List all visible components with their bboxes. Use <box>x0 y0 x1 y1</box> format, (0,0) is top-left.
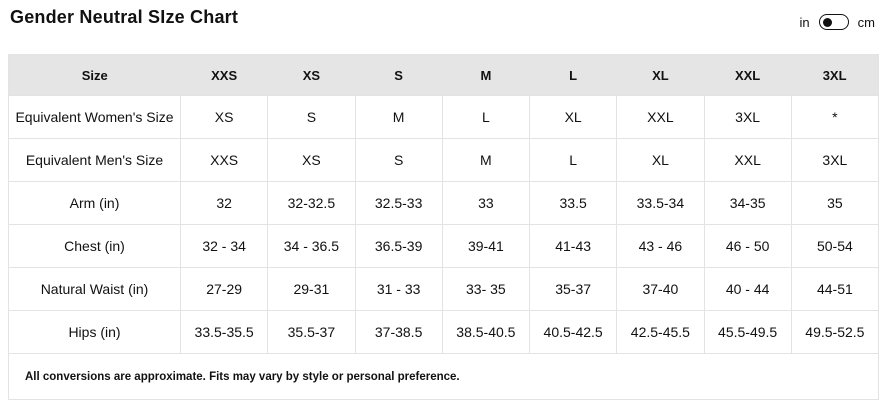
table-row: Arm (in) 32 32-32.5 32.5-33 33 33.5 33.5… <box>8 181 880 225</box>
table-row: Equivalent Women's Size XS S M L XL XXL … <box>8 95 880 139</box>
table-cell: XXL <box>703 138 792 182</box>
table-cell: 37-38.5 <box>354 310 443 354</box>
size-chart-table: Size XXS XS S M L XL XXL 3XL Equivalent … <box>8 54 880 400</box>
table-cell: M <box>354 95 443 139</box>
table-cell: 32 - 34 <box>179 224 269 268</box>
table-cell: 3XL <box>790 138 880 182</box>
table-cell: 36.5-39 <box>354 224 443 268</box>
table-cell: 46 - 50 <box>703 224 792 268</box>
header-xl: XL <box>616 54 704 96</box>
table-cell: 33.5-35.5 <box>179 310 269 354</box>
top-bar: Gender Neutral SIze Chart in cm <box>0 0 887 30</box>
table-cell: L <box>528 138 618 182</box>
page-title: Gender Neutral SIze Chart <box>10 7 239 27</box>
unit-label-in: in <box>799 14 810 30</box>
row-label: Equivalent Women's Size <box>8 95 181 139</box>
table-cell: 44-51 <box>790 267 880 311</box>
header-xxs: XXS <box>180 54 268 96</box>
row-label: Natural Waist (in) <box>8 267 181 311</box>
unit-toggle-switch[interactable] <box>818 14 849 30</box>
table-cell: 29-31 <box>267 267 356 311</box>
table-cell: 49.5-52.5 <box>790 310 880 354</box>
row-label: Hips (in) <box>8 310 181 354</box>
header-xxl: XXL <box>704 54 792 96</box>
row-label: Equivalent Men's Size <box>8 138 181 182</box>
table-cell: XL <box>528 95 618 139</box>
table-cell: 33 <box>441 181 531 225</box>
table-cell: 34-35 <box>703 181 792 225</box>
table-cell: 34 - 36.5 <box>267 224 356 268</box>
table-cell: XS <box>267 138 356 182</box>
table-cell: 35-37 <box>528 267 618 311</box>
table-cell: XL <box>616 138 705 182</box>
table-header: Size XXS XS S M L XL XXL 3XL <box>8 54 879 96</box>
table-cell: 35 <box>790 181 880 225</box>
header-row: Size XXS XS S M L XL XXL 3XL <box>8 54 879 96</box>
table-cell: S <box>354 138 443 182</box>
footnote: All conversions are approximate. Fits ma… <box>8 353 879 400</box>
table-cell: XXL <box>616 95 705 139</box>
table-cell: 3XL <box>703 95 792 139</box>
header-xs: XS <box>267 54 355 96</box>
table-cell: 32-32.5 <box>267 181 356 225</box>
table-cell: 32 <box>179 181 269 225</box>
table-cell: M <box>441 138 531 182</box>
table-cell: 50-54 <box>790 224 880 268</box>
header-size: Size <box>8 54 181 96</box>
table-cell: L <box>441 95 531 139</box>
header-m: M <box>442 54 530 96</box>
table-cell: 40 - 44 <box>703 267 792 311</box>
table-cell: 40.5-42.5 <box>528 310 618 354</box>
table-cell: 38.5-40.5 <box>441 310 531 354</box>
unit-toggle: in cm <box>800 14 875 30</box>
table-cell: 43 - 46 <box>616 224 705 268</box>
table-cell: 37-40 <box>616 267 705 311</box>
table-cell: 33.5 <box>528 181 618 225</box>
table-cell: 42.5-45.5 <box>616 310 705 354</box>
table-cell: XXS <box>179 138 269 182</box>
table-cell: 33- 35 <box>441 267 531 311</box>
footnote-row: All conversions are approximate. Fits ma… <box>8 353 879 400</box>
table-cell: 39-41 <box>441 224 531 268</box>
table-cell: 27-29 <box>179 267 269 311</box>
table-cell: 31 - 33 <box>354 267 443 311</box>
table-row: Chest (in) 32 - 34 34 - 36.5 36.5-39 39-… <box>8 224 880 268</box>
table-body: Equivalent Women's Size XS S M L XL XXL … <box>8 95 880 400</box>
table-cell: 33.5-34 <box>616 181 705 225</box>
header-3xl: 3XL <box>791 54 879 96</box>
table-cell: 45.5-49.5 <box>703 310 792 354</box>
table-cell: 35.5-37 <box>267 310 356 354</box>
row-label: Arm (in) <box>8 181 181 225</box>
row-label: Chest (in) <box>8 224 181 268</box>
table-cell: XS <box>179 95 269 139</box>
table-cell: * <box>790 95 880 139</box>
header-s: S <box>355 54 443 96</box>
table-row: Natural Waist (in) 27-29 29-31 31 - 33 3… <box>8 267 880 311</box>
table-cell: 41-43 <box>528 224 618 268</box>
header-l: L <box>529 54 617 96</box>
table-cell: 32.5-33 <box>354 181 443 225</box>
table-cell: S <box>267 95 356 139</box>
unit-label-cm: cm <box>857 14 875 30</box>
table-row: Equivalent Men's Size XXS XS S M L XL XX… <box>8 138 880 182</box>
table-row: Hips (in) 33.5-35.5 35.5-37 37-38.5 38.5… <box>8 310 880 354</box>
toggle-knob-icon <box>822 17 832 27</box>
